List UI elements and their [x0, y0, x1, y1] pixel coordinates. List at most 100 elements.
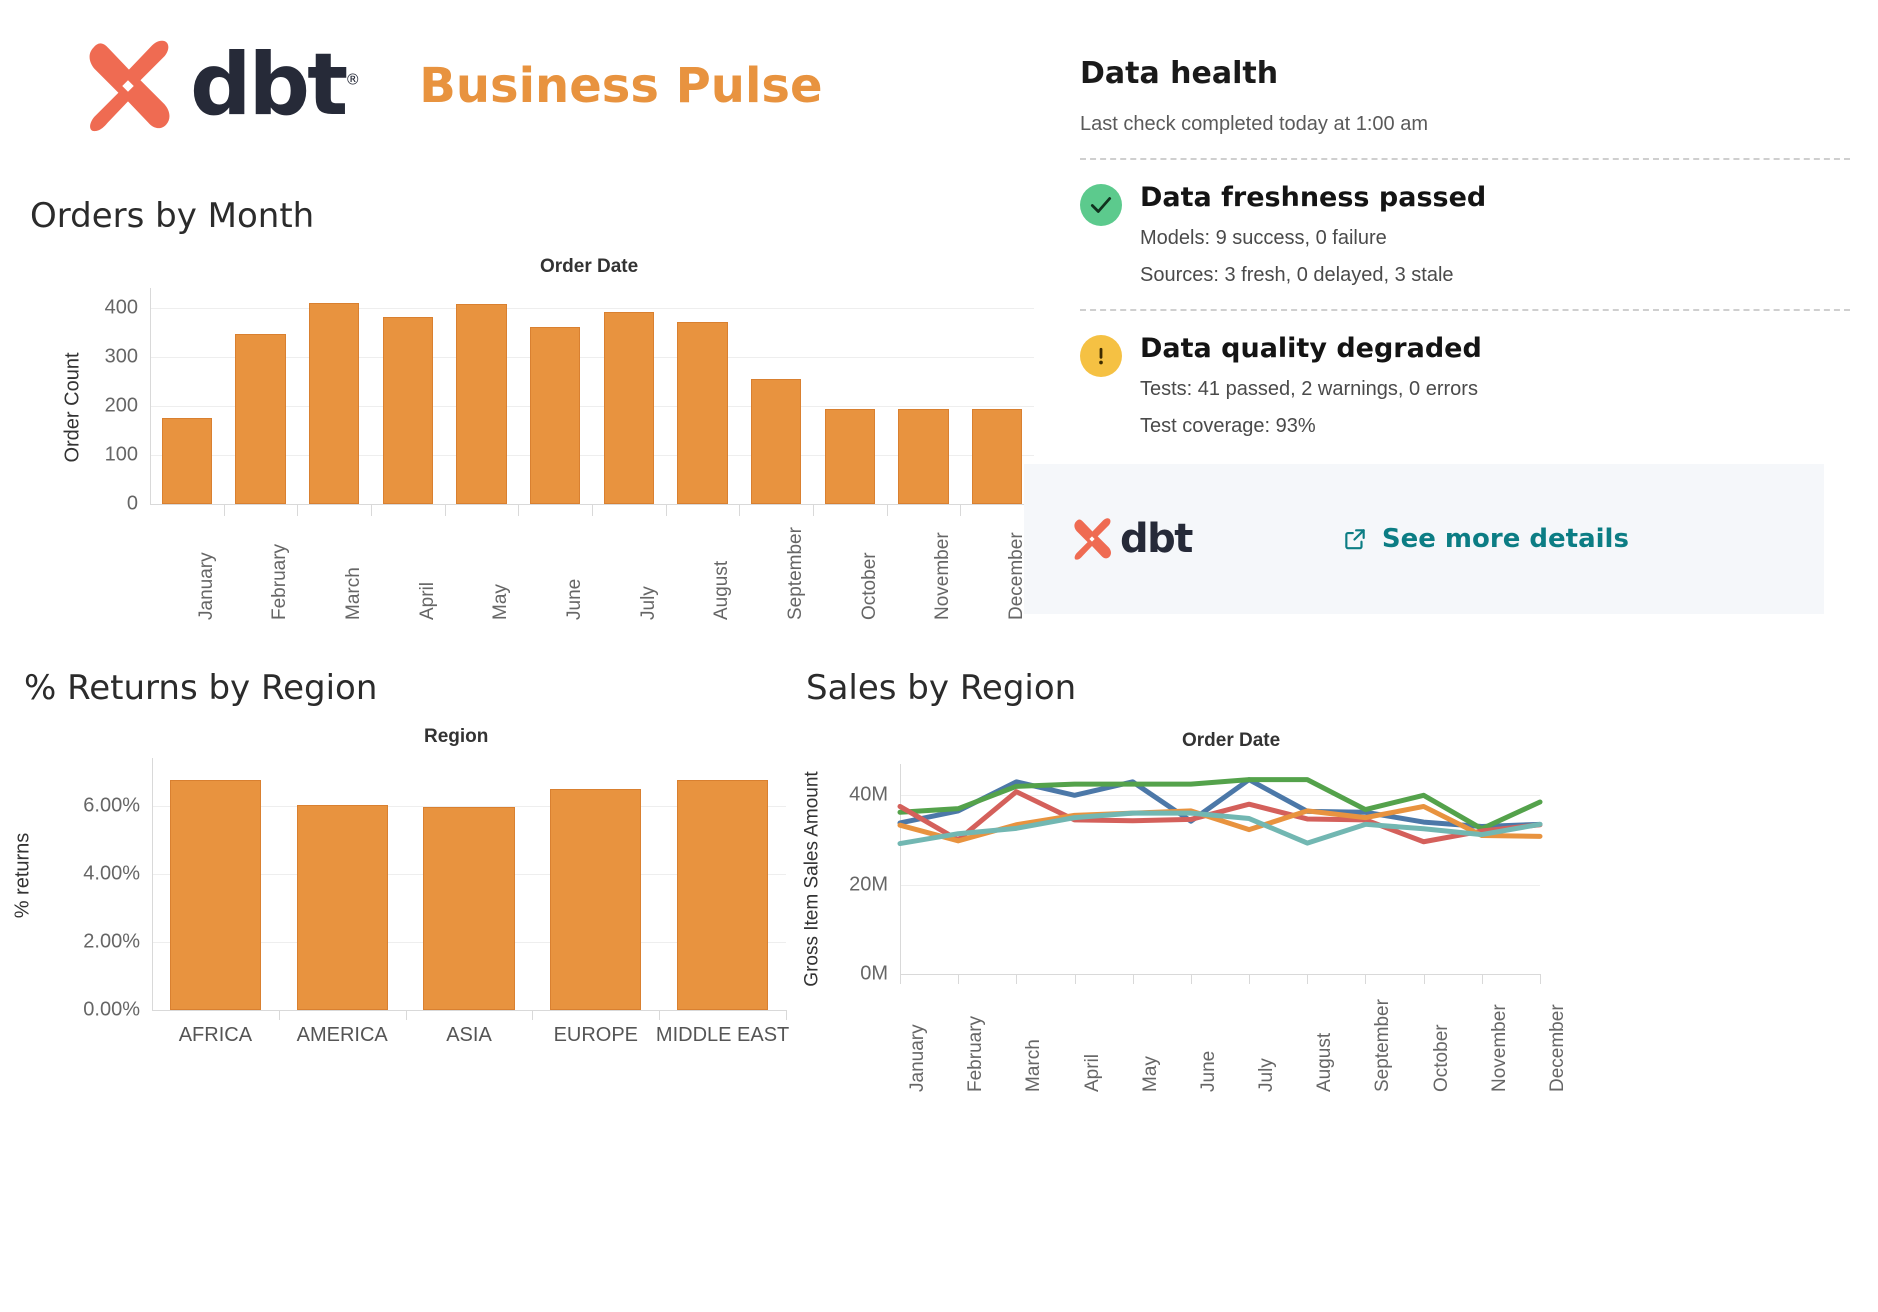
bar[interactable]: [550, 788, 642, 1010]
x-axis-tick-label: August: [1314, 1032, 1336, 1092]
bar[interactable]: [824, 409, 875, 504]
x-axis-tick-label: August: [711, 560, 733, 620]
y-axis-tick-label: 400: [104, 296, 138, 319]
sales-lines-svg: [897, 777, 1543, 847]
line-series[interactable]: [897, 789, 1543, 845]
x-axis-tick-label: September: [1372, 999, 1394, 1092]
health-item-freshness[interactable]: Data freshness passed Models: 9 success,…: [1080, 182, 1850, 287]
bar[interactable]: [235, 333, 286, 504]
x-axis-tick: [1132, 974, 1134, 984]
gridline: 6.00%: [83, 794, 786, 816]
x-axis-tick: [960, 504, 962, 516]
x-axis-tick-label: ASIA: [446, 1024, 492, 1046]
x-axis-tick: [532, 1010, 534, 1020]
line-series[interactable]: [897, 810, 1543, 847]
warning-circle-icon: [1080, 335, 1122, 377]
returns-plot-area: 0.00% 2.00% 4.00% 6.00% AFRICA AMERICA ASIA EUR…: [83, 758, 789, 1046]
x-axis-tick-label: September: [785, 527, 806, 620]
x-axis-tick: [1423, 974, 1425, 984]
line-series[interactable]: [897, 777, 1543, 830]
bar[interactable]: [751, 379, 802, 504]
see-more-details-link[interactable]: See more details: [1342, 524, 1629, 554]
y-axis-tick-label: 20M: [849, 873, 888, 896]
y-axis-line: [152, 758, 153, 1010]
x-axis-tick: [786, 1010, 787, 1020]
x-axis-tick: [297, 504, 299, 516]
bar[interactable]: [676, 779, 769, 1010]
dbt-brand: dbt®: [80, 35, 360, 136]
bar[interactable]: [677, 321, 728, 504]
bar[interactable]: [161, 417, 212, 504]
gridline: 100: [105, 443, 1034, 465]
y-axis-tick-label: 0: [126, 492, 138, 515]
x-axis-line: [150, 504, 1034, 505]
bar[interactable]: [309, 302, 360, 504]
bar[interactable]: [423, 806, 515, 1010]
sales-by-region-panel: Sales by Region Order Date Gross Item Sa…: [800, 668, 1878, 1108]
gridline: 300: [105, 345, 1034, 367]
bar[interactable]: [530, 326, 581, 504]
dbt-wordmark-text: dbt: [190, 35, 348, 136]
bar[interactable]: [603, 312, 654, 504]
dashboard-header: dbt® Business Pulse: [80, 38, 823, 134]
x-axis-tick: [886, 504, 888, 516]
x-axis-tick-label: February: [269, 543, 291, 620]
x-axis-tick-label: AMERICA: [296, 1024, 388, 1046]
y-axis-tick-label: 6.00%: [83, 794, 140, 817]
x-axis-tick: [665, 504, 667, 516]
sales-section-title: Sales by Region: [806, 668, 1077, 708]
x-axis-tick-label: June: [564, 578, 585, 620]
x-axis-tick-label: EUROPE: [553, 1024, 639, 1046]
x-axis-tick: [813, 504, 814, 516]
orders-by-month-panel: Orders by Month Order Date Order Count 0…: [30, 196, 1035, 646]
gridline: 200: [105, 394, 1034, 416]
health-item-line: Sources: 3 fresh, 0 delayed, 3 stale: [1140, 264, 1454, 286]
bar[interactable]: [898, 409, 949, 504]
x-axis-tick-label: December: [1547, 1004, 1568, 1092]
x-axis-line: [900, 974, 1540, 975]
health-item-quality[interactable]: Data quality degraded Tests: 41 passed, …: [1080, 333, 1850, 438]
health-item-heading: Data quality degraded: [1140, 333, 1482, 364]
x-axis-tick: [223, 504, 225, 516]
line-series[interactable]: [897, 777, 1543, 832]
x-axis-tick: [1074, 974, 1076, 984]
x-axis-tick-label: April: [416, 581, 438, 620]
data-health-subtitle: Last check completed today at 1:00 am: [1080, 113, 1428, 135]
x-axis-tick: [1540, 974, 1541, 984]
x-axis-tick-label: October: [858, 552, 880, 620]
x-axis-tick: [900, 974, 901, 984]
y-axis-tick-label: 300: [104, 345, 138, 368]
dbt-x-logo-icon: [89, 40, 170, 132]
orders-chart-title: Order Date: [540, 256, 639, 277]
x-axis-tick: [444, 504, 446, 516]
x-axis-tick-label: May: [1139, 1056, 1161, 1092]
sales-y-axis-label: Gross Item Sales Amount: [801, 771, 823, 987]
y-axis-tick-label: 2.00%: [83, 930, 140, 953]
x-axis-tick: [1481, 974, 1483, 984]
y-axis-line: [150, 288, 151, 504]
x-axis-tick: [1365, 974, 1367, 984]
x-axis-tick: [1016, 974, 1018, 984]
bar[interactable]: [169, 779, 262, 1010]
health-divider-1: [1080, 158, 1850, 160]
gridline: 20M: [849, 873, 1540, 895]
health-item-line: Tests: 41 passed, 2 warnings, 0 errors: [1140, 378, 1478, 400]
bar[interactable]: [456, 304, 507, 504]
x-axis-tick-label: AFRICA: [178, 1024, 253, 1046]
page-title: Business Pulse: [419, 58, 823, 114]
external-link-icon: [1345, 529, 1365, 550]
y-axis-tick-label: 0.00%: [83, 998, 140, 1021]
bar[interactable]: [296, 805, 388, 1010]
sales-chart-title: Order Date: [1182, 730, 1281, 751]
see-more-details-label: See more details: [1381, 524, 1629, 554]
returns-section-title: % Returns by Region: [24, 668, 378, 708]
bar[interactable]: [382, 316, 433, 504]
returns-chart-title: Region: [424, 726, 489, 747]
x-axis-tick: [1307, 974, 1309, 984]
x-axis-tick: [1190, 974, 1192, 984]
bar[interactable]: [972, 409, 1023, 504]
x-axis-tick-label: March: [343, 567, 364, 620]
y-axis-tick-label: 4.00%: [83, 862, 140, 885]
x-axis-tick-label: June: [1197, 1050, 1219, 1092]
